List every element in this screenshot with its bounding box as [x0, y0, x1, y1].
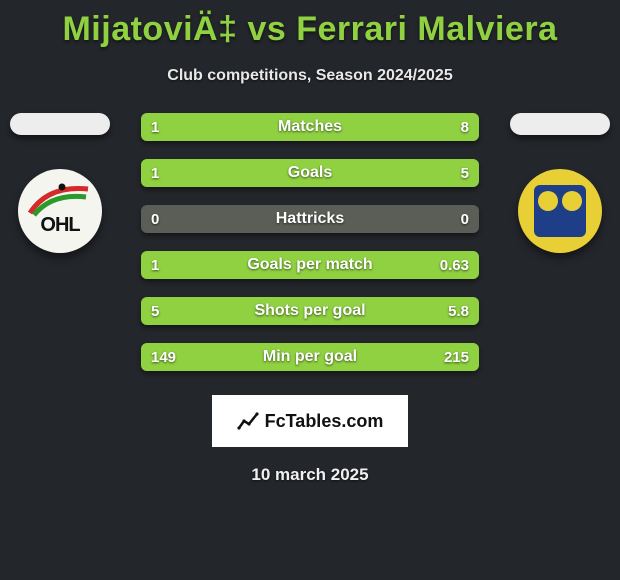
player-right-column [510, 113, 610, 253]
stvv-eagle-icon [534, 185, 586, 237]
stat-fill-left [141, 113, 178, 141]
stat-fill-right [280, 343, 479, 371]
club-badge-left-text: OHL [18, 214, 102, 237]
stat-row: 149215Min per goal [141, 343, 479, 371]
club-badge-left: OHL [18, 169, 102, 253]
stat-label: Hattricks [141, 205, 479, 233]
infographic-date: 10 march 2025 [0, 465, 620, 485]
stat-fill-left [141, 159, 198, 187]
brand-badge: FcTables.com [212, 395, 408, 447]
player-right-pill [510, 113, 610, 135]
stats-bars: 18Matches 15Goals 0 0Hattricks 10.63Goals pe… [141, 113, 479, 371]
stat-fill-left [141, 343, 280, 371]
fctables-logo-icon [237, 410, 259, 432]
ohl-swoosh-icon [28, 183, 92, 217]
page-title: MijatoviÄ‡ vs Ferrari Malviera [0, 0, 620, 49]
stat-value-right: 0 [461, 205, 469, 233]
stat-row: 10.63Goals per match [141, 251, 479, 279]
stat-row: 18Matches [141, 113, 479, 141]
stat-value-left: 0 [151, 205, 159, 233]
stat-fill-left [141, 251, 347, 279]
subtitle: Club competitions, Season 2024/2025 [0, 67, 620, 85]
stat-row: 55.8Shots per goal [141, 297, 479, 325]
stat-fill-right [178, 113, 479, 141]
club-badge-right [518, 169, 602, 253]
stat-row: 0 0Hattricks [141, 205, 479, 233]
player-left-column: OHL [10, 113, 110, 253]
brand-text: FcTables.com [265, 411, 384, 432]
stat-fill-right [198, 159, 479, 187]
player-left-pill [10, 113, 110, 135]
stat-fill-left [141, 297, 296, 325]
stat-row: 15Goals [141, 159, 479, 187]
comparison-area: OHL 18Matches 15Goals 0 0Hattricks 10.63Goal… [0, 113, 620, 371]
stat-fill-right [296, 297, 479, 325]
stat-fill-right [347, 251, 479, 279]
